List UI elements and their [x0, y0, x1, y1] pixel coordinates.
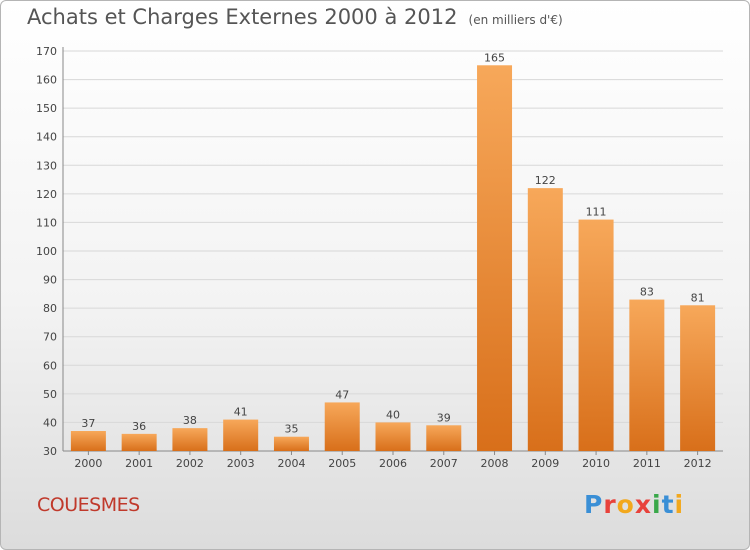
data-label: 47 — [335, 388, 349, 401]
bar — [426, 425, 462, 451]
bar — [223, 419, 259, 451]
data-label: 165 — [484, 51, 505, 64]
x-tick-label: 2010 — [582, 457, 610, 470]
y-tick-label: 110 — [36, 216, 57, 229]
bar — [273, 436, 309, 451]
x-tick-label: 2011 — [633, 457, 661, 470]
y-tick-label: 150 — [36, 102, 57, 115]
bar — [70, 431, 106, 451]
logo-letter: o — [616, 490, 635, 519]
x-tick-label: 2007 — [430, 457, 458, 470]
bar — [172, 428, 208, 451]
y-tick-label: 40 — [43, 416, 57, 429]
data-label: 81 — [691, 291, 705, 304]
place-name: COUESMES — [37, 494, 140, 516]
bar — [629, 299, 665, 451]
x-tick-label: 2006 — [379, 457, 407, 470]
y-tick-label: 90 — [43, 274, 57, 287]
data-label: 41 — [234, 406, 248, 419]
y-tick-label: 140 — [36, 131, 57, 144]
y-tick-label: 30 — [43, 445, 57, 458]
data-label: 37 — [81, 417, 95, 430]
bar — [375, 422, 411, 451]
x-tick-label: 2002 — [176, 457, 204, 470]
x-tick-label: 2012 — [684, 457, 712, 470]
logo-letter: i — [652, 490, 662, 519]
bar — [527, 188, 563, 451]
y-tick-label: 170 — [36, 45, 57, 58]
data-label: 122 — [535, 174, 556, 187]
y-tick-label: 60 — [43, 359, 57, 372]
logo-letter: x — [634, 490, 652, 519]
chart-title: Achats et Charges Externes 2000 à 2012 (… — [27, 5, 563, 29]
data-label: 111 — [586, 206, 607, 219]
y-tick-label: 80 — [43, 302, 57, 315]
bar — [578, 219, 614, 451]
data-label: 35 — [284, 423, 298, 436]
logo-letter: r — [603, 490, 617, 519]
x-tick-label: 2008 — [481, 457, 509, 470]
bar — [680, 305, 716, 451]
data-label: 39 — [437, 411, 451, 424]
title-unit: (en milliers d'€) — [468, 13, 563, 27]
x-tick-label: 2009 — [531, 457, 559, 470]
bar — [477, 65, 513, 452]
data-label: 36 — [132, 420, 146, 433]
y-tick-label: 130 — [36, 159, 57, 172]
data-label: 38 — [183, 414, 197, 427]
x-tick-label: 2003 — [227, 457, 255, 470]
x-tick-label: 2004 — [277, 457, 305, 470]
y-tick-label: 120 — [36, 188, 57, 201]
y-tick-label: 160 — [36, 74, 57, 87]
y-tick-label: 70 — [43, 331, 57, 344]
title-main: Achats et Charges Externes 2000 à 2012 — [27, 5, 458, 29]
x-tick-label: 2005 — [328, 457, 356, 470]
x-tick-label: 2000 — [74, 457, 102, 470]
logo-letter: P — [584, 490, 604, 519]
y-tick-label: 50 — [43, 388, 57, 401]
logo-letter: t — [661, 490, 675, 519]
data-label: 40 — [386, 408, 400, 421]
data-label: 83 — [640, 286, 654, 299]
logo-letter: i — [674, 490, 685, 519]
bar — [121, 433, 157, 451]
y-tick-label: 100 — [36, 245, 57, 258]
proxiti-logo: Proxiti — [584, 490, 684, 519]
bar — [324, 402, 360, 451]
x-tick-label: 2001 — [125, 457, 153, 470]
